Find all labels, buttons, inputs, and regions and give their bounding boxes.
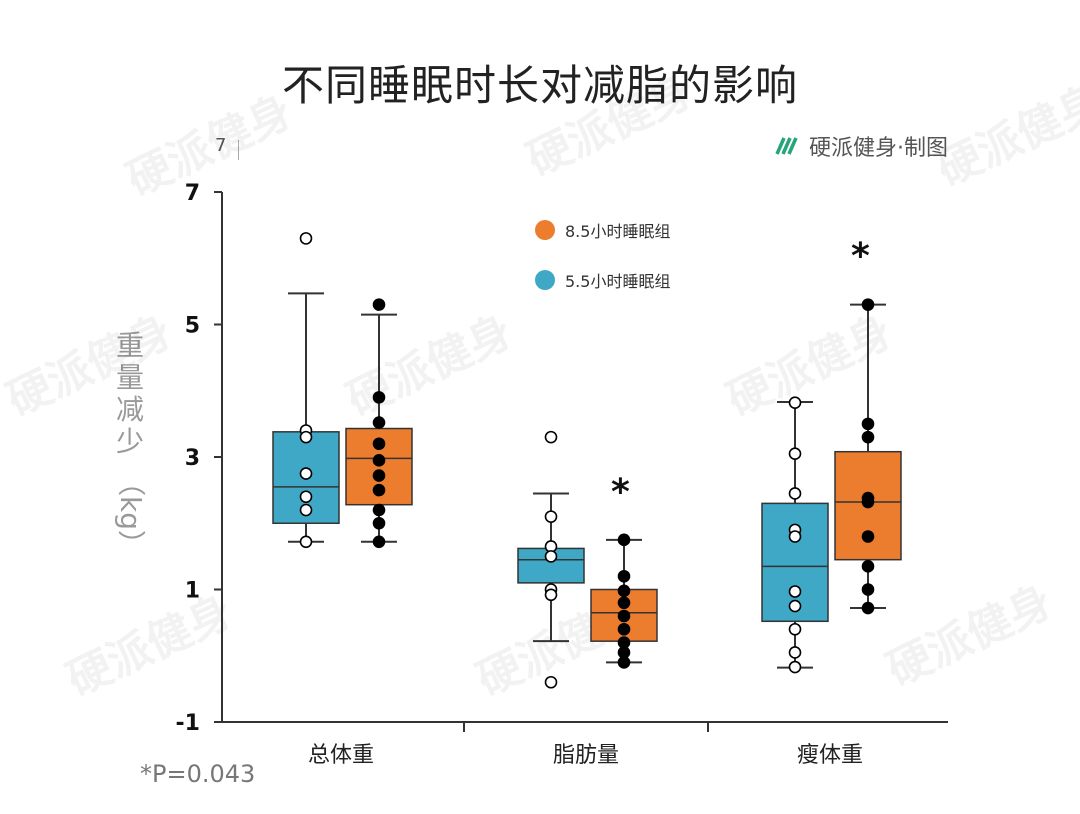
legend-label: 5.5小时睡眠组 xyxy=(565,272,671,291)
y-tick-label: 3 xyxy=(185,446,200,471)
legend-item-5-5h: 5.5小时睡眠组 xyxy=(535,268,670,292)
data-point xyxy=(372,469,386,482)
data-point xyxy=(299,232,313,245)
data-point xyxy=(544,550,558,563)
brand-logo-icon xyxy=(775,137,798,155)
y-tick-label: 5 xyxy=(185,314,200,339)
data-point xyxy=(788,396,802,409)
stray-axis-label: 7 xyxy=(215,135,227,156)
data-point xyxy=(788,585,802,598)
data-point xyxy=(861,430,875,444)
y-tick-label: -1 xyxy=(176,711,200,736)
data-point xyxy=(544,430,558,444)
data-point xyxy=(372,391,386,404)
data-point xyxy=(861,530,875,543)
legend: 8.5小时睡眠组 5.5小时睡眠组 xyxy=(535,218,670,318)
data-point xyxy=(299,490,313,504)
data-point xyxy=(372,454,386,467)
data-point xyxy=(788,530,802,543)
significance-star-fat: * xyxy=(611,472,630,513)
data-point xyxy=(861,560,875,573)
data-point xyxy=(617,533,631,547)
data-point xyxy=(617,569,631,583)
data-point xyxy=(617,584,631,598)
data-point xyxy=(788,447,802,460)
brand-credit: 硬派健身·制图 xyxy=(775,130,948,162)
data-point xyxy=(372,503,386,517)
y-tick-label: 1 xyxy=(185,579,200,604)
data-point xyxy=(544,588,558,602)
data-point xyxy=(861,601,875,615)
legend-swatch-blue xyxy=(535,270,555,290)
data-point xyxy=(788,599,802,613)
data-point xyxy=(788,487,802,500)
x-tick-label: 总体重 xyxy=(308,743,374,768)
stray-tick xyxy=(238,140,239,160)
data-point xyxy=(617,609,631,623)
data-point xyxy=(861,495,875,509)
brand-text: 硬派健身·制图 xyxy=(809,136,948,161)
data-point xyxy=(788,660,802,674)
data-point xyxy=(299,430,313,444)
y-tick-label: 7 xyxy=(185,181,200,206)
legend-label: 8.5小时睡眠组 xyxy=(565,222,671,241)
data-point xyxy=(372,483,386,497)
data-point xyxy=(788,622,802,636)
chart-title: 不同睡眠时长对减脂的影响 xyxy=(281,61,798,110)
data-point xyxy=(617,596,631,610)
data-point xyxy=(372,437,386,451)
legend-item-8-5h: 8.5小时睡眠组 xyxy=(535,218,670,242)
y-axis-title-unit: （kg） xyxy=(114,468,147,558)
legend-swatch-orange xyxy=(535,220,555,240)
data-point xyxy=(861,583,875,596)
data-point xyxy=(861,298,875,311)
data-point xyxy=(372,516,386,530)
data-point xyxy=(299,503,313,517)
data-point xyxy=(372,535,386,549)
data-point xyxy=(299,467,313,480)
x-tick-label: 脂肪量 xyxy=(553,743,619,768)
significance-star-lean: * xyxy=(851,236,870,277)
data-point xyxy=(299,535,313,549)
x-tick-label: 瘦体重 xyxy=(797,743,863,768)
data-point xyxy=(372,416,386,429)
data-point xyxy=(544,510,558,523)
y-axis-title-main: 重量减少 xyxy=(115,329,144,458)
data-point xyxy=(372,298,386,311)
data-point xyxy=(861,417,875,431)
footnote-pvalue: *P=0.043 xyxy=(140,760,256,788)
y-axis-title: 重量减少 （kg） xyxy=(110,329,150,559)
data-point xyxy=(788,646,802,659)
data-point xyxy=(544,675,558,689)
data-point xyxy=(617,656,631,669)
data-point xyxy=(617,622,631,636)
